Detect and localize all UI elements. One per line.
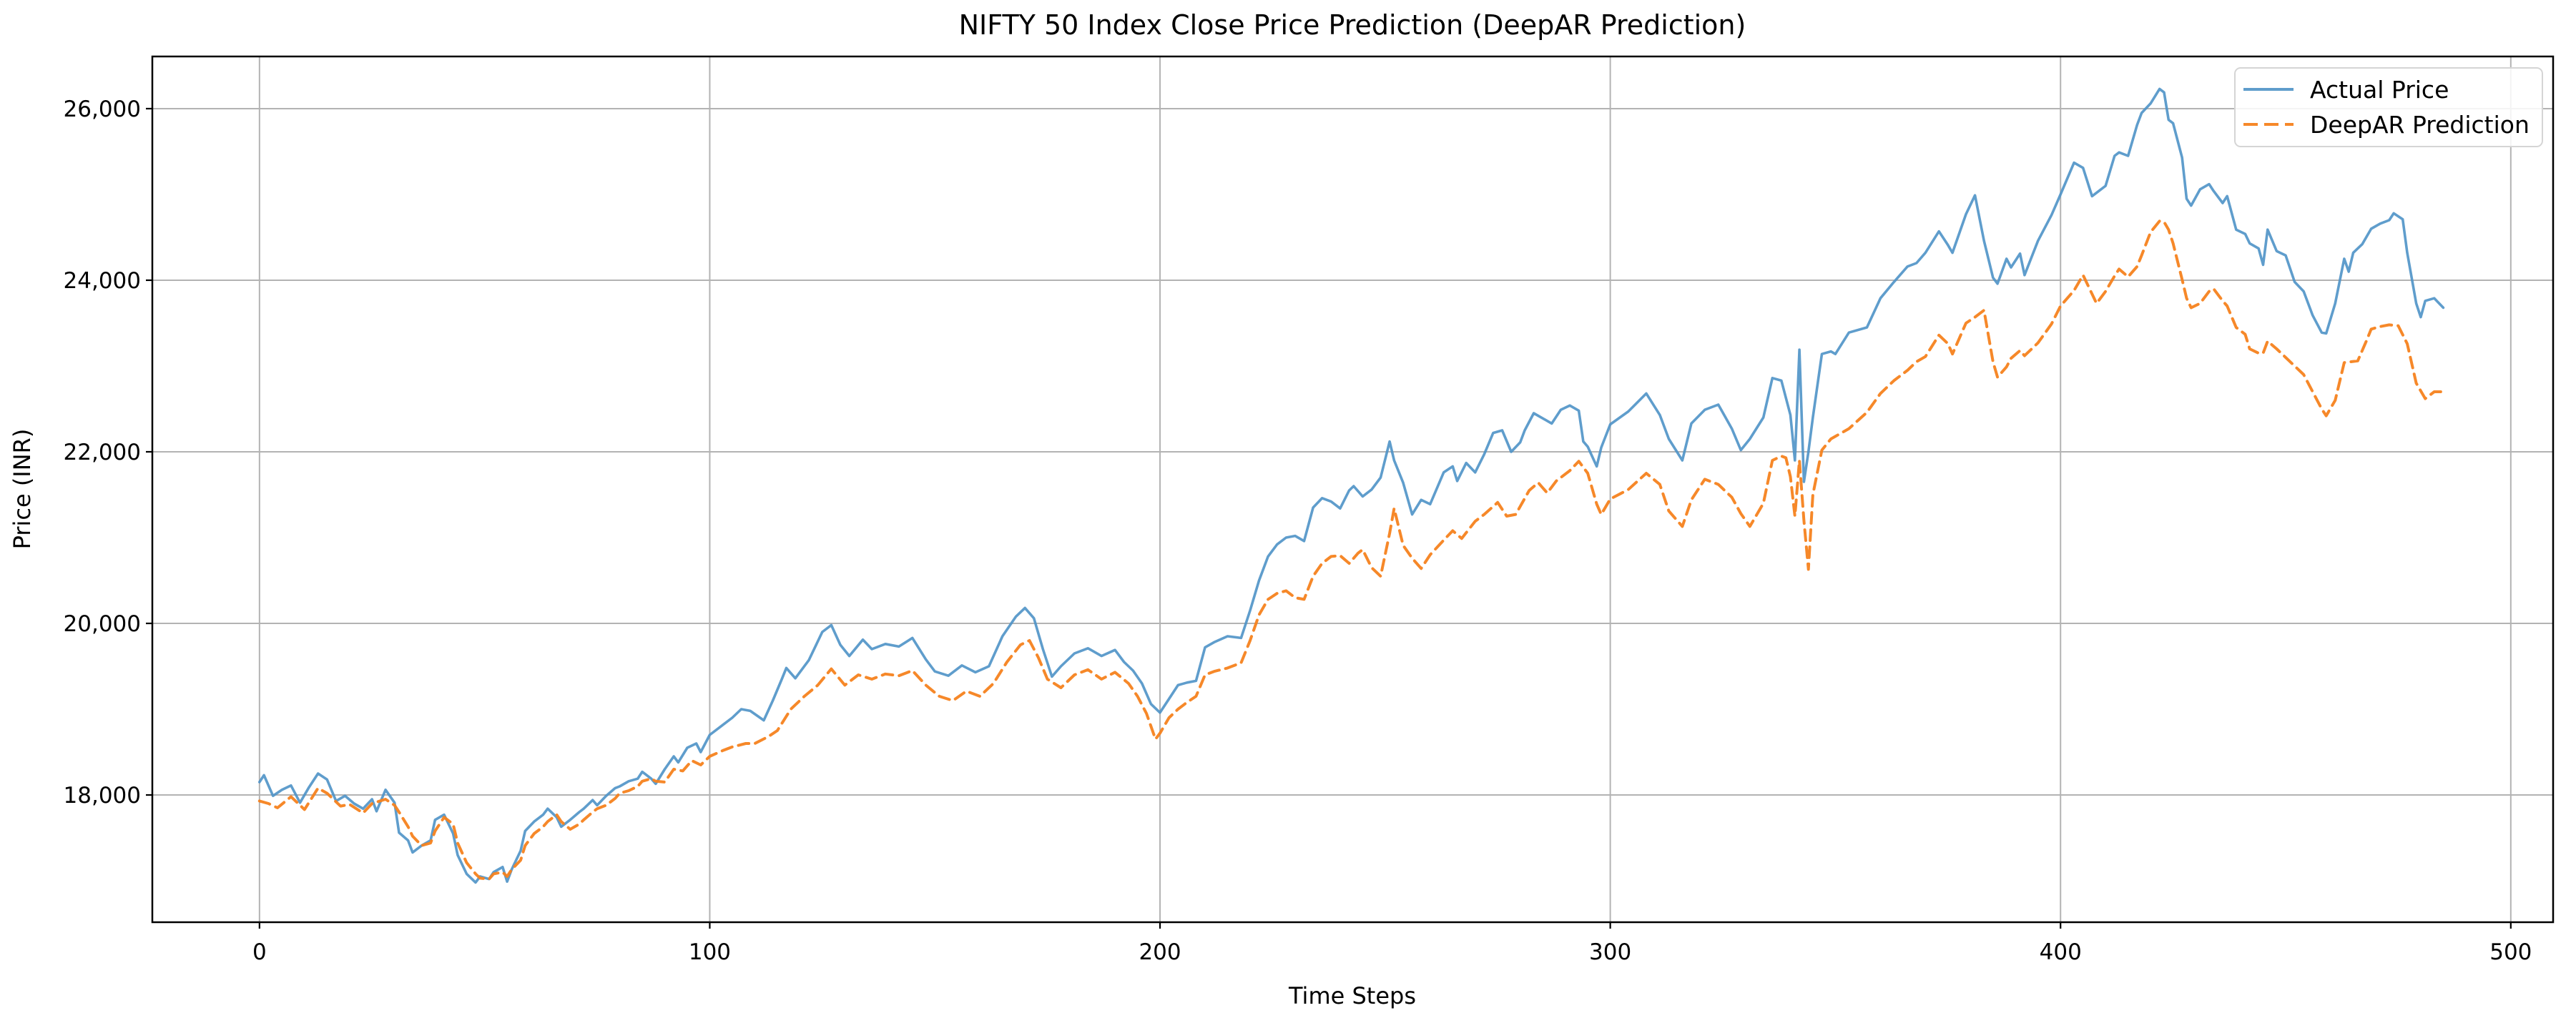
prediction-line xyxy=(257,219,2445,881)
y-tick-label: 26,000 xyxy=(64,97,141,122)
legend: Actual Price DeepAR Prediction xyxy=(2234,67,2543,147)
chart-title: NIFTY 50 Index Close Price Prediction (D… xyxy=(959,9,1746,41)
y-tick-label: 22,000 xyxy=(64,440,141,465)
legend-label-prediction: DeepAR Prediction xyxy=(2310,111,2530,139)
x-tick-label: 200 xyxy=(1139,939,1181,965)
y-tick-label: 24,000 xyxy=(64,268,141,294)
y-axis-label: Price (INR) xyxy=(9,429,36,550)
data-series xyxy=(257,87,2445,884)
actual-price-line xyxy=(257,87,2445,884)
x-tick-label: 100 xyxy=(689,939,731,965)
plot-border xyxy=(151,55,2555,924)
y-tick-label: 18,000 xyxy=(64,783,141,809)
gridlines xyxy=(152,56,2553,922)
x-tick-label: 300 xyxy=(1589,939,1631,965)
x-tick-label: 500 xyxy=(2489,939,2532,965)
legend-label-actual: Actual Price xyxy=(2310,76,2449,104)
legend-box xyxy=(2234,67,2543,147)
x-tick-label: 400 xyxy=(2040,939,2082,965)
axis-tick-labels: 0 100 200 300 400 500 18,000 20,000 22,000 24,000… xyxy=(64,97,2532,965)
y-tick-label: 20,000 xyxy=(64,611,141,637)
x-tick-label: 0 xyxy=(252,939,267,965)
axis-ticks xyxy=(146,107,2512,929)
x-axis-label: Time Steps xyxy=(1288,982,1416,1009)
plot-spines xyxy=(151,55,2555,924)
